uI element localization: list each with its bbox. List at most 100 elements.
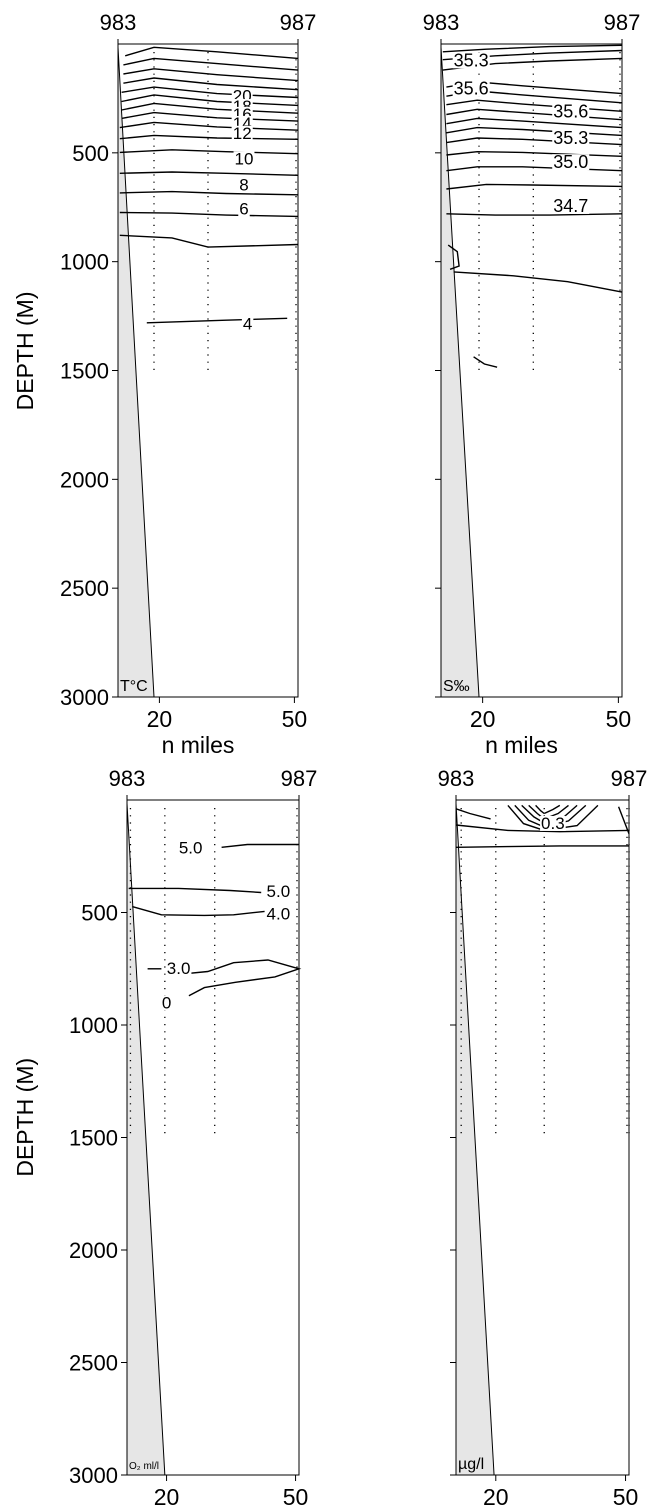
station-label-left: 983 xyxy=(109,766,146,791)
contour-line xyxy=(446,137,623,146)
contour-line xyxy=(125,46,299,60)
y-axis-label: DEPTH (M) xyxy=(12,291,38,410)
contour-label-bg xyxy=(265,906,292,922)
panel-label: S‰ xyxy=(443,678,470,695)
contour-line xyxy=(221,843,299,848)
contour-label: 4 xyxy=(243,314,252,333)
contour-label: 34.7 xyxy=(553,196,588,216)
contour-line xyxy=(128,887,262,894)
contour-line xyxy=(453,271,623,293)
contour-label: 3.0 xyxy=(167,959,191,978)
contour-line xyxy=(473,356,498,368)
bottom-profile xyxy=(440,47,480,698)
bottom-profile xyxy=(126,803,166,1476)
x-tick-label: 50 xyxy=(283,1484,309,1510)
y-axis-label: DEPTH (M) xyxy=(12,1058,38,1177)
contour-label-bg xyxy=(177,840,204,856)
contour-label-bg xyxy=(233,151,255,167)
contour-label-bg xyxy=(165,961,192,977)
bottom-profile xyxy=(455,803,495,1476)
contour-label-bg xyxy=(231,125,253,141)
contour-line xyxy=(121,111,299,122)
contour-line xyxy=(446,166,623,172)
contour-line xyxy=(123,57,299,71)
contour-label-bg xyxy=(160,995,173,1011)
y-tick-label: 2500 xyxy=(60,576,109,601)
x-tick-label: 50 xyxy=(613,1484,639,1510)
station-label-right: 987 xyxy=(611,766,648,791)
contour-line xyxy=(535,804,545,815)
contour-label: 35.0 xyxy=(553,152,588,172)
contour-line xyxy=(455,808,491,820)
contour-line xyxy=(442,44,623,53)
bottom-profile xyxy=(117,47,155,698)
contour-label-bg xyxy=(452,52,490,69)
station-label-left: 983 xyxy=(423,10,460,35)
panel-label: T°C xyxy=(120,678,148,695)
y-tick-label: 3000 xyxy=(60,685,109,710)
contour-label-bg xyxy=(238,177,250,193)
x-tick-label: 20 xyxy=(147,706,173,732)
contour-line xyxy=(123,77,299,91)
contour-line xyxy=(119,211,299,218)
y-tick-label: 1500 xyxy=(69,1126,118,1151)
contour-line xyxy=(119,134,299,140)
y-tick-label: 2000 xyxy=(60,467,109,492)
contour-label: 10 xyxy=(235,149,254,168)
contour-label-bg xyxy=(552,103,590,120)
contour-label: 0 xyxy=(162,994,171,1013)
contour-line xyxy=(119,121,299,131)
contour-label-bg xyxy=(552,154,590,171)
contour-line xyxy=(514,804,545,828)
contour-line xyxy=(121,94,299,107)
contour-line xyxy=(119,149,299,155)
x-tick-label: 20 xyxy=(483,1484,509,1510)
contour-line xyxy=(447,244,460,270)
contour-label: 12 xyxy=(233,124,252,143)
contour-label-bg xyxy=(238,201,250,217)
panel-1: 2018161412108645001000150020002500300020… xyxy=(12,10,316,758)
contour-label-bg xyxy=(552,197,590,214)
x-tick-label: 50 xyxy=(606,706,632,732)
y-tick-label: 1500 xyxy=(60,359,109,384)
panel-3: 5.0 5.0 4.0 3.0 0 500 1000 1500 2000 2500 3000 20 50… xyxy=(12,766,317,1511)
station-label-right: 987 xyxy=(280,10,317,35)
contour-label-bg xyxy=(540,815,566,831)
station-label-right: 987 xyxy=(281,766,318,791)
contour-line xyxy=(132,905,265,917)
contour-label-bg xyxy=(241,316,254,332)
contour-label: 8 xyxy=(239,175,248,194)
contour-line xyxy=(446,126,623,137)
contour-line xyxy=(617,806,630,835)
y-tick-label: 2000 xyxy=(69,1238,118,1263)
contour-label: 4.0 xyxy=(267,904,291,923)
y-tick-label: 2500 xyxy=(69,1351,118,1376)
contour-line xyxy=(119,190,299,196)
contour-line xyxy=(123,68,299,82)
contour-label: 35.3 xyxy=(553,128,588,148)
contour-line xyxy=(446,117,623,129)
contour-label: 6 xyxy=(239,200,248,219)
contour-line xyxy=(455,845,629,848)
contour-label: 35.6 xyxy=(454,78,489,98)
y-tick-label: 3000 xyxy=(69,1463,118,1488)
station-label-left: 983 xyxy=(438,766,475,791)
panel-2: 35.3 35.6 35.6 35.3 35.0 34.7 20 50 n miles 983 98… xyxy=(423,10,641,758)
contour-label: 0.3 xyxy=(541,814,565,833)
station-label-left: 983 xyxy=(100,10,137,35)
x-tick-label: 50 xyxy=(282,706,308,732)
contour-line xyxy=(146,317,288,324)
contour-label-bg xyxy=(452,80,490,97)
y-tick-label: 500 xyxy=(72,141,109,166)
station-label-right: 987 xyxy=(604,10,641,35)
panel-label: O₂ ml/l xyxy=(129,1461,159,1472)
contour-label: 35.3 xyxy=(454,50,489,70)
contour-line xyxy=(446,183,623,190)
contour-label-bg xyxy=(265,884,292,900)
x-tick-label: 20 xyxy=(470,706,496,732)
contour-line xyxy=(455,824,630,833)
contour-label: 5.0 xyxy=(179,838,203,857)
contour-line xyxy=(446,150,623,157)
contour-line xyxy=(543,804,561,815)
